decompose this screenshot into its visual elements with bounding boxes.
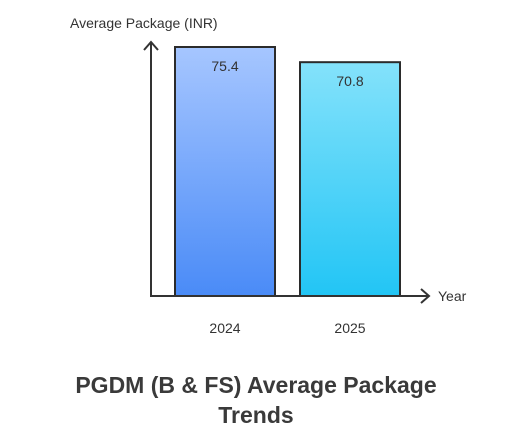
x-axis [150,288,431,304]
x-tick-label-2024: 2024 [209,320,240,336]
x-tick-label-2025: 2025 [334,320,365,336]
y-axis [143,40,159,296]
bars-group: 75.4 2024 70.8 2025 [174,46,401,336]
bar-2024 [174,46,276,297]
x-axis-arrow-icon [420,288,431,304]
bar-chart: Average Package (INR) 75.4 2024 70.8 2025 Y… [70,15,467,336]
bar-2025 [299,61,401,298]
x-axis-label: Year [438,288,467,304]
y-axis-label: Average Package (INR) [70,15,218,31]
chart-title-line-1: PGDM (B & FS) Average Package [75,372,437,398]
data-label-2025: 70.8 [336,73,363,89]
chart-title-line-2: Trends [218,402,294,428]
data-label-2024: 75.4 [211,58,238,74]
chart-title: PGDM (B & FS) Average Package Trends [0,370,512,430]
y-axis-arrow-icon [143,40,159,51]
